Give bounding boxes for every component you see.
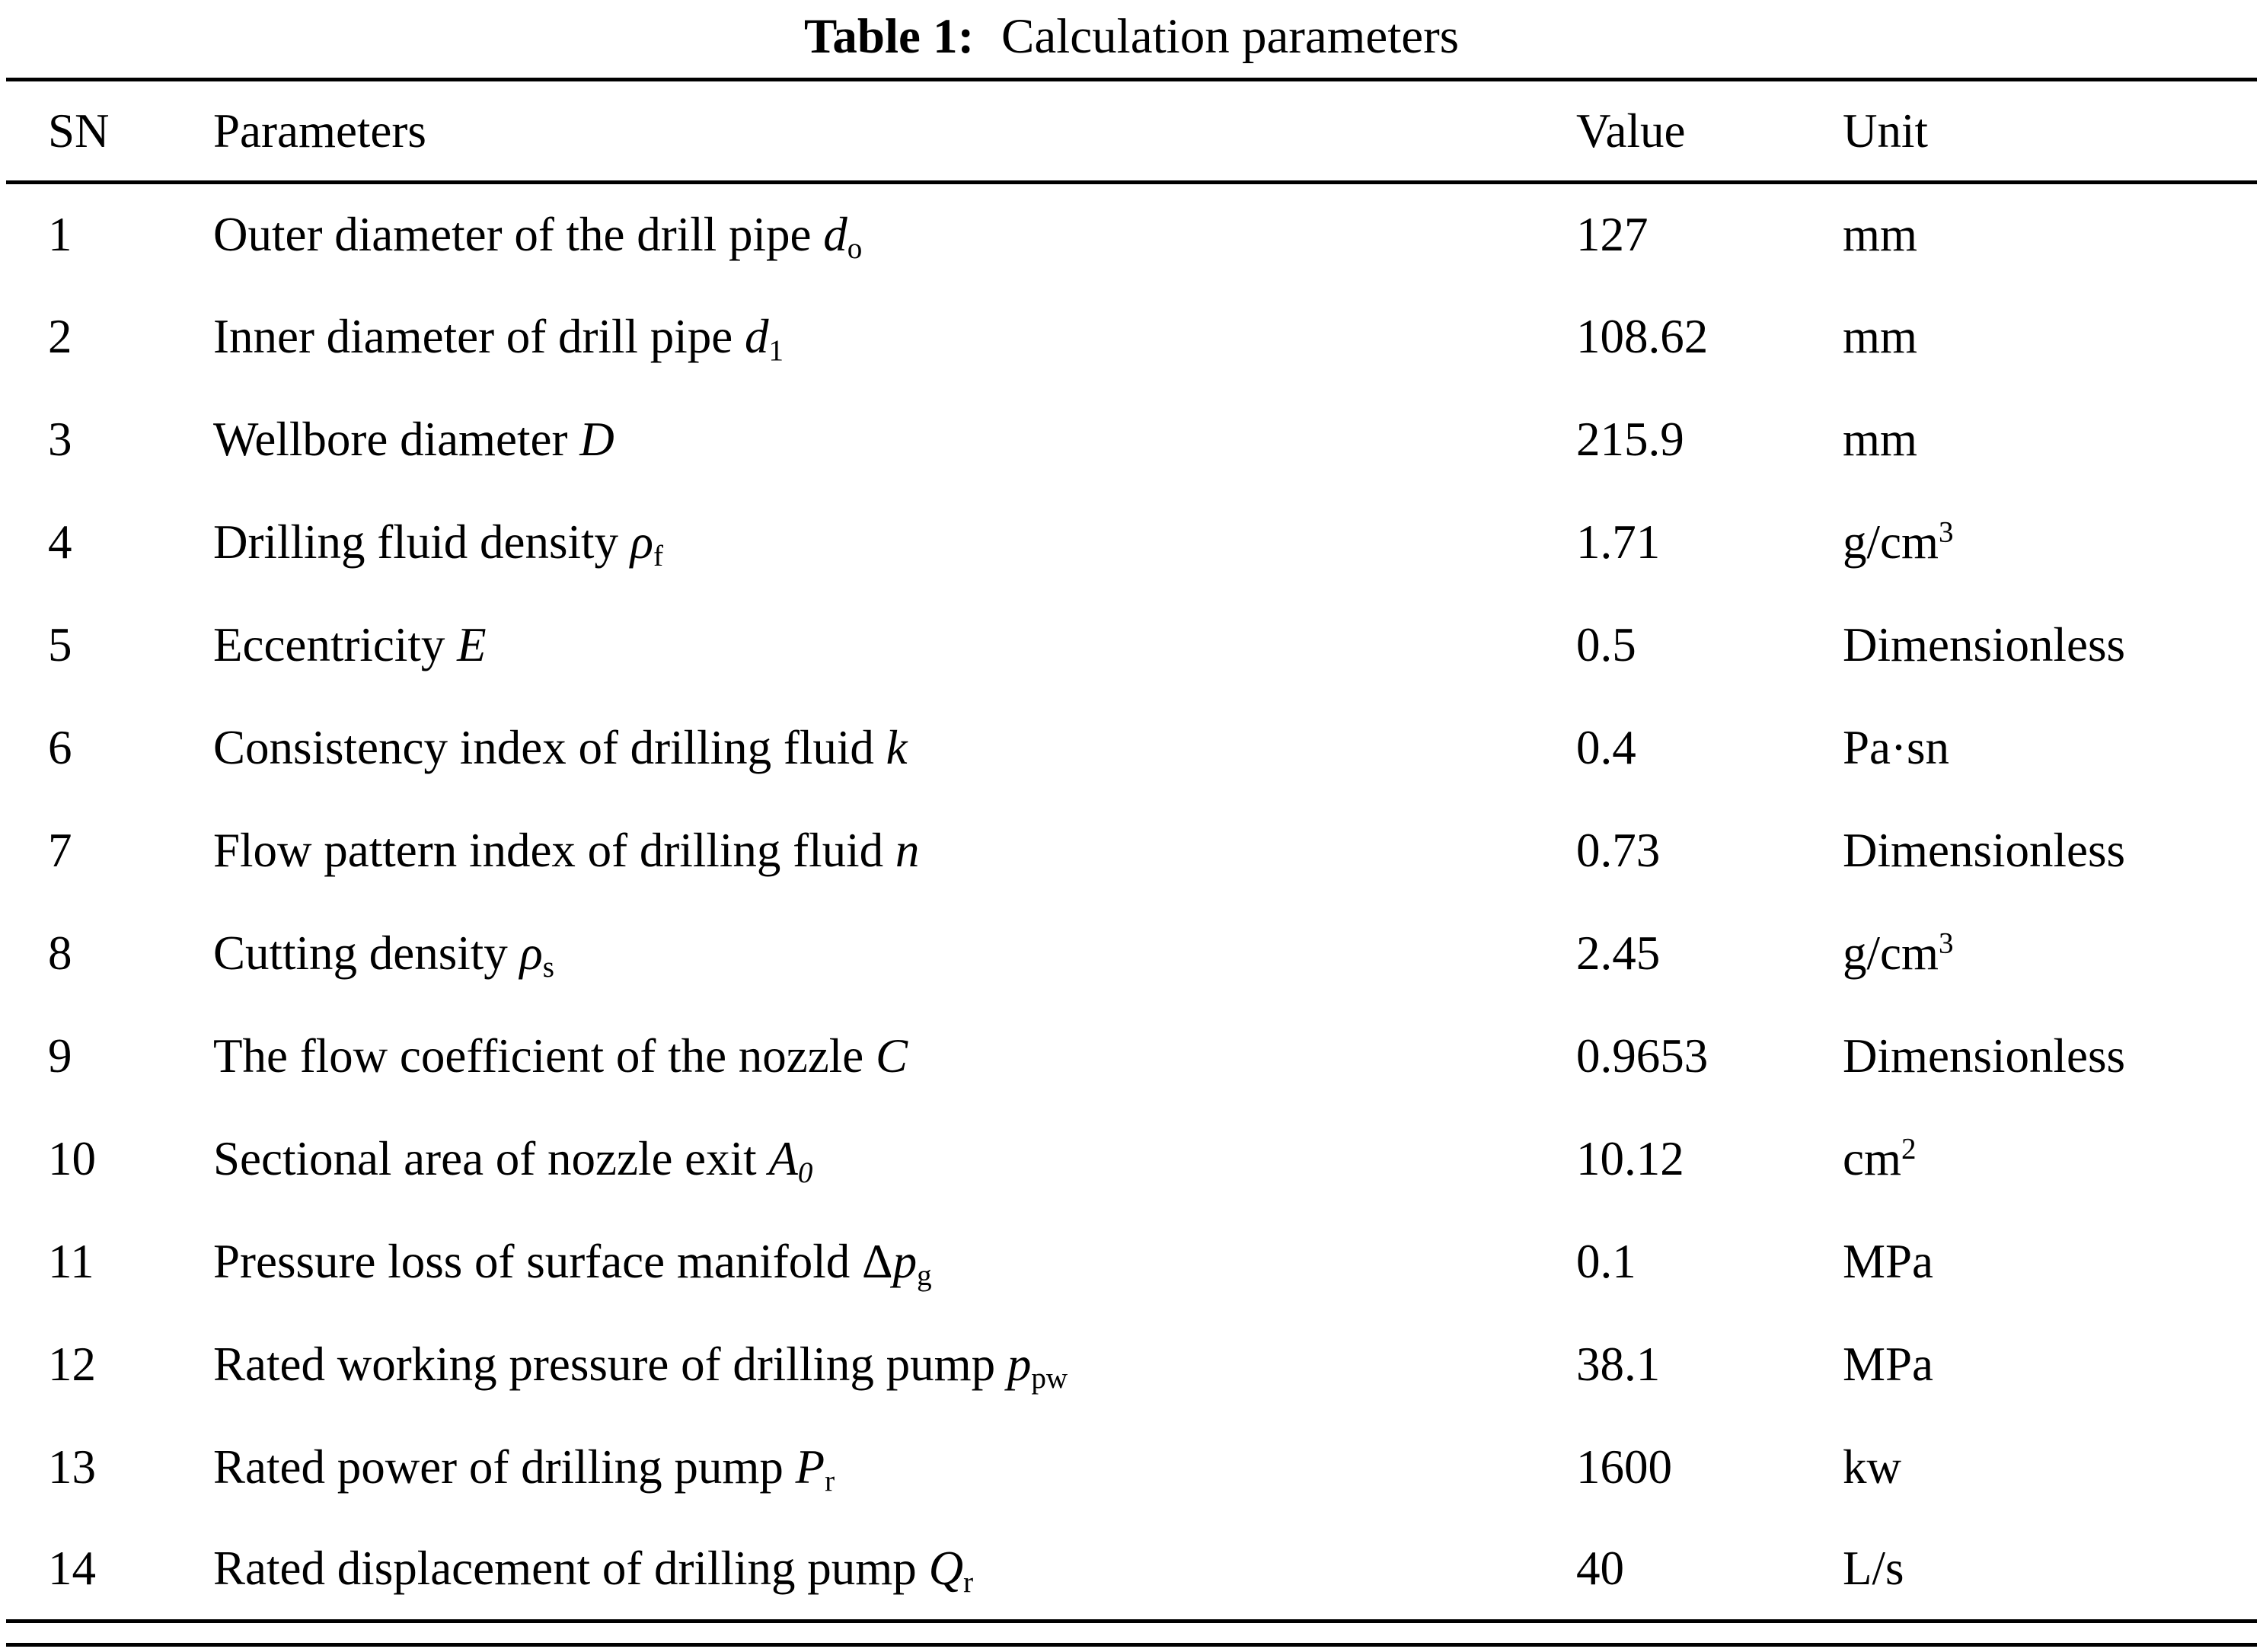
- cell-parameter: The flow coefficient of the nozzle C: [213, 1029, 908, 1083]
- header-parameters: Parameters: [213, 104, 426, 158]
- table-row: 13 Rated power of drilling pump Pr 1600 …: [6, 1416, 2257, 1519]
- table-row: 12 Rated working pressure of drilling pu…: [6, 1313, 2257, 1416]
- cell-parameter: Consistency index of drilling fluid k: [213, 720, 908, 774]
- table-row: 4 Drilling fluid density ρf 1.71 g/cm3: [6, 491, 2257, 594]
- cell-unit: Dimensionless: [1843, 617, 2125, 671]
- table-row: 14 Rated displacement of drilling pump Q…: [6, 1519, 2257, 1622]
- cell-sn: 14: [48, 1542, 96, 1596]
- cell-sn: 2: [48, 309, 72, 363]
- cell-value: 40: [1576, 1542, 1624, 1596]
- cell-parameter: Rated power of drilling pump Pr: [213, 1440, 835, 1497]
- cell-unit: g/cm3: [1843, 515, 1954, 569]
- cell-unit: mm: [1843, 309, 1918, 363]
- header-row: SN Parameters Value Unit: [6, 80, 2257, 183]
- cell-sn: 1: [48, 207, 72, 261]
- cell-sn: 9: [48, 1029, 72, 1083]
- cell-sn: 11: [48, 1234, 94, 1288]
- cell-value: 38.1: [1576, 1337, 1661, 1391]
- table-row: 9 The flow coefficient of the nozzle C 0…: [6, 1005, 2257, 1108]
- table-row: 2 Inner diameter of drill pipe d1 108.62…: [6, 285, 2257, 388]
- cell-value: 1.71: [1576, 515, 1661, 569]
- parameters-table: SN Parameters Value Unit 1 Outer diamete…: [6, 78, 2257, 1623]
- cell-value: 0.4: [1576, 720, 1636, 774]
- table-bottom-rule: [6, 1643, 2257, 1647]
- cell-value: 0.1: [1576, 1234, 1636, 1288]
- cell-value: 215.9: [1576, 412, 1684, 466]
- cell-unit: kw: [1843, 1440, 1901, 1494]
- cell-parameter: Wellbore diameter D: [213, 412, 614, 466]
- table-row: 5 Eccentricity E 0.5 Dimensionless: [6, 594, 2257, 697]
- header-value: Value: [1576, 104, 1686, 158]
- cell-value: 10.12: [1576, 1131, 1684, 1185]
- cell-parameter: Sectional area of nozzle exit A0: [213, 1131, 813, 1189]
- table-caption-title: Calculation parameters: [1001, 9, 1460, 64]
- header-sn: SN: [48, 104, 110, 158]
- header-unit: Unit: [1843, 104, 1929, 158]
- cell-parameter: Inner diameter of drill pipe d1: [213, 309, 784, 367]
- cell-value: 127: [1576, 207, 1649, 261]
- table-row: 1 Outer diameter of the drill pipe do 12…: [6, 183, 2257, 285]
- cell-sn: 5: [48, 617, 72, 671]
- table-body: 1 Outer diameter of the drill pipe do 12…: [6, 183, 2257, 1622]
- table-caption: Table 1: Calculation parameters: [6, 6, 2257, 67]
- table-header: SN Parameters Value Unit: [6, 80, 2257, 183]
- cell-sn: 12: [48, 1337, 96, 1391]
- cell-sn: 4: [48, 515, 72, 569]
- cell-value: 0.9653: [1576, 1029, 1709, 1083]
- cell-unit: MPa: [1843, 1234, 1934, 1288]
- table-caption-label: Table 1:: [803, 9, 975, 64]
- cell-sn: 3: [48, 412, 72, 466]
- cell-unit: cm2: [1843, 1131, 1917, 1185]
- cell-unit: MPa: [1843, 1337, 1934, 1391]
- cell-unit: mm: [1843, 207, 1918, 261]
- cell-unit: L/s: [1843, 1542, 1904, 1596]
- cell-parameter: Rated displacement of drilling pump Qr: [213, 1542, 974, 1599]
- cell-unit: Pa·sn: [1843, 720, 1949, 774]
- cell-value: 0.5: [1576, 617, 1636, 671]
- cell-unit: Dimensionless: [1843, 1029, 2125, 1083]
- table-row: 11 Pressure loss of surface manifold Δpg…: [6, 1210, 2257, 1313]
- cell-parameter: Flow pattern index of drilling fluid n: [213, 823, 920, 877]
- cell-sn: 7: [48, 823, 72, 877]
- cell-unit: mm: [1843, 412, 1918, 466]
- cell-sn: 6: [48, 720, 72, 774]
- cell-parameter: Pressure loss of surface manifold Δpg: [213, 1234, 932, 1292]
- table-row: 8 Cutting density ρs 2.45 g/cm3: [6, 902, 2257, 1005]
- cell-parameter: Rated working pressure of drilling pump …: [213, 1337, 1068, 1395]
- cell-parameter: Drilling fluid density ρf: [213, 515, 663, 572]
- cell-sn: 13: [48, 1440, 96, 1494]
- cell-unit: Dimensionless: [1843, 823, 2125, 877]
- cell-parameter: Cutting density ρs: [213, 926, 554, 984]
- cell-sn: 8: [48, 926, 72, 980]
- table-row: 10 Sectional area of nozzle exit A0 10.1…: [6, 1108, 2257, 1210]
- table-row: 3 Wellbore diameter D 215.9 mm: [6, 388, 2257, 491]
- cell-value: 0.73: [1576, 823, 1661, 877]
- cell-unit: g/cm3: [1843, 926, 1954, 980]
- cell-value: 108.62: [1576, 309, 1709, 363]
- cell-sn: 10: [48, 1131, 96, 1185]
- cell-parameter: Outer diameter of the drill pipe do: [213, 207, 863, 265]
- cell-parameter: Eccentricity E: [213, 617, 487, 671]
- cell-value: 2.45: [1576, 926, 1661, 980]
- table-row: 6 Consistency index of drilling fluid k …: [6, 697, 2257, 799]
- cell-value: 1600: [1576, 1440, 1672, 1494]
- table-row: 7 Flow pattern index of drilling fluid n…: [6, 799, 2257, 902]
